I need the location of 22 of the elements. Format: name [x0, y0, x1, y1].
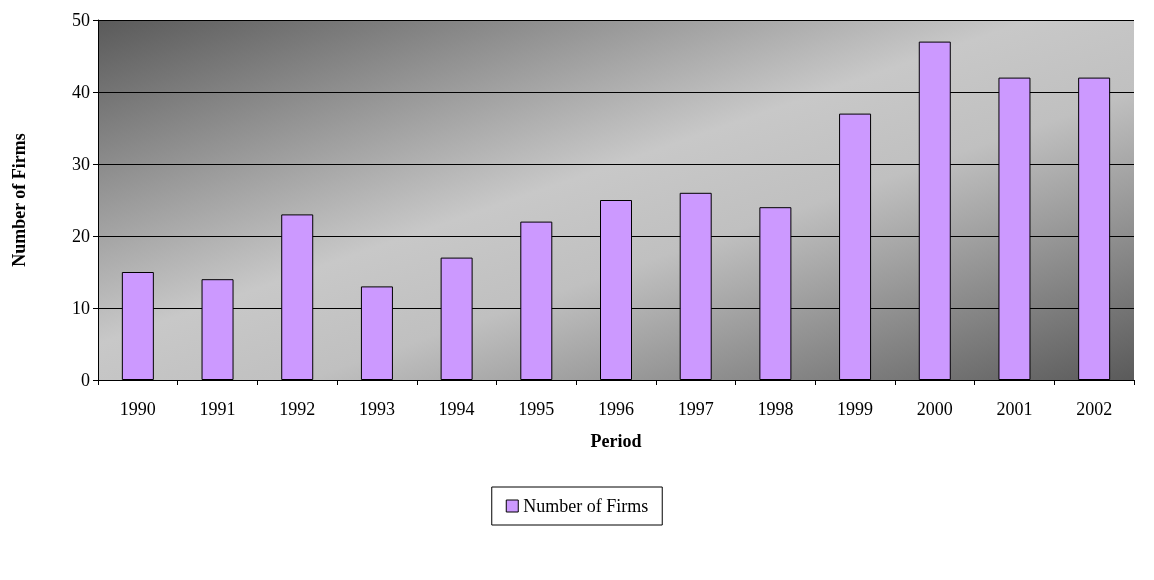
x-tick-label: 1990	[119, 399, 156, 419]
x-tick-label: 1995	[518, 399, 555, 419]
x-tick-label: 1993	[358, 399, 395, 419]
x-tick-label: 1994	[438, 399, 475, 419]
x-tick-label: 2000	[916, 399, 953, 419]
y-tick-label: 50	[72, 10, 90, 30]
y-tick-label: 10	[72, 298, 90, 318]
x-axis-title: Period	[590, 431, 642, 451]
x-tick-label: 1997	[677, 399, 714, 419]
x-tick-label: 2002	[1076, 399, 1113, 419]
y-axis-title: Number of Firms	[9, 133, 29, 267]
y-tick-label: 30	[72, 154, 90, 174]
x-tick-label: 1998	[757, 399, 794, 419]
x-tick-label: 2001	[996, 399, 1033, 419]
y-tick-label: 0	[81, 370, 90, 390]
x-tick-label: 1991	[199, 399, 236, 419]
legend-label: Number of Firms	[523, 496, 649, 516]
y-tick-label: 20	[72, 226, 90, 246]
x-tick-label: 1996	[598, 399, 634, 419]
x-tick-label: 1992	[279, 399, 316, 419]
x-tick-label: 1999	[837, 399, 874, 419]
y-tick-label: 40	[72, 82, 90, 102]
